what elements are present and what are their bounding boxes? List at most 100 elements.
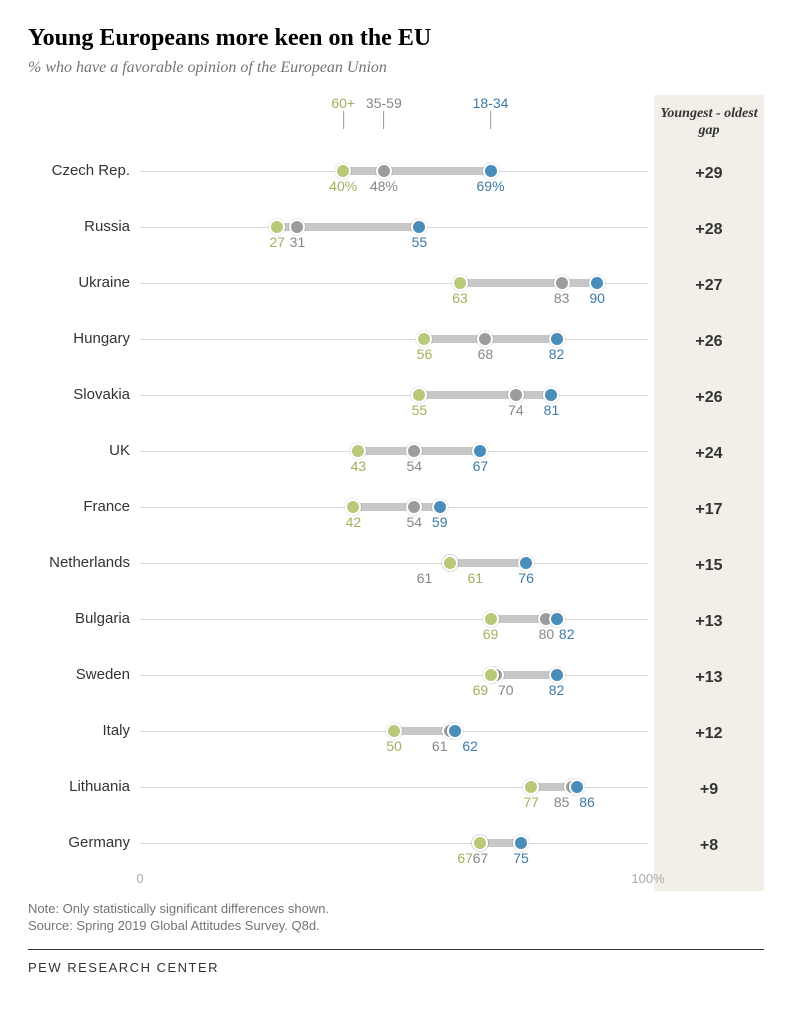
old-dot [416, 331, 432, 347]
country-label: Lithuania [28, 778, 140, 795]
row-plot: 6767 75 [140, 815, 648, 871]
brand: PEW RESEARCH CENTER [28, 960, 764, 975]
legend-item-old: 60+ [331, 95, 355, 129]
chart-title: Young Europeans more keen on the EU [28, 24, 764, 53]
row-plot: 836390 [140, 255, 648, 311]
gap-column: Youngest - oldest gap +29+28+27+26+26+24… [654, 95, 764, 891]
chart-row: Czech Rep.48%40%69%60+35-5918-34 [28, 143, 648, 199]
legend-label: 18-34 [473, 95, 509, 111]
old-dot [483, 667, 499, 683]
young-dot [432, 499, 448, 515]
mid-dot [289, 219, 305, 235]
chart-row: UK 54 43 67 [28, 423, 648, 479]
row-plot: 806982 [140, 591, 648, 647]
young-dot [549, 611, 565, 627]
axis: 0 100% [28, 871, 648, 891]
plot-region: Czech Rep.48%40%69%60+35-5918-34Russia31… [28, 95, 648, 891]
young-value: 59 [432, 514, 448, 530]
young-dot [518, 555, 534, 571]
chart-row: Ukraine836390 [28, 255, 648, 311]
young-value: 62 [462, 738, 478, 754]
young-dot [447, 723, 463, 739]
old-value: 27 [269, 234, 285, 250]
row-plot: 54 43 67 [140, 423, 648, 479]
chart-row: Russia312755 [28, 199, 648, 255]
young-dot [513, 835, 529, 851]
mid-value: 80 [539, 626, 555, 642]
young-value: 75 [513, 850, 529, 866]
gap-value: +9 [654, 762, 764, 818]
mid-value: 54 [407, 514, 423, 530]
old-dot [523, 779, 539, 795]
axis-label-100: 100% [631, 871, 664, 886]
country-label: UK [28, 442, 140, 459]
mid-dot [477, 331, 493, 347]
mid-value: 67 [473, 850, 489, 866]
chart-row: Hungary685682 [28, 311, 648, 367]
row-plot: 857786 [140, 759, 648, 815]
note-text: Note: Only statistically significant dif… [28, 901, 764, 916]
young-value: 76 [518, 570, 534, 586]
chart-row: Lithuania857786 [28, 759, 648, 815]
country-label: Germany [28, 834, 140, 851]
chart-area: Czech Rep.48%40%69%60+35-5918-34Russia31… [28, 95, 764, 891]
young-value: 69% [477, 178, 505, 194]
mid-dot [376, 163, 392, 179]
old-value: 61 [467, 570, 483, 586]
old-value: 67 [457, 850, 473, 866]
mid-value: 61 [417, 570, 433, 586]
row-plot: 48%40%69%60+35-5918-34 [140, 143, 648, 199]
gap-value: +27 [654, 258, 764, 314]
country-label: Czech Rep. [28, 162, 140, 179]
chart-row: Slovakia745581 [28, 367, 648, 423]
gap-value: +13 [654, 594, 764, 650]
country-label: Slovakia [28, 386, 140, 403]
country-label: Hungary [28, 330, 140, 347]
row-plot: 685682 [140, 311, 648, 367]
young-dot [549, 667, 565, 683]
legend-label: 60+ [331, 95, 355, 111]
old-value: 50 [386, 738, 402, 754]
old-value: 43 [351, 458, 367, 474]
old-dot [483, 611, 499, 627]
young-dot [472, 443, 488, 459]
country-label: Sweden [28, 666, 140, 683]
chart-row: Sweden706982 [28, 647, 648, 703]
legend: 60+ 35-59 18-34 [140, 95, 648, 143]
axis-label-0: 0 [136, 871, 143, 886]
mid-value: 61 [432, 738, 448, 754]
young-value: 86 [579, 794, 595, 810]
old-value: 55 [412, 402, 428, 418]
old-dot [345, 499, 361, 515]
chart-row: France544259 [28, 479, 648, 535]
row-plot: 312755 [140, 199, 648, 255]
chart-row: Germany 6767 75 [28, 815, 648, 871]
row-plot: 54 42 59 [140, 479, 648, 535]
gap-value: +28 [654, 202, 764, 258]
gap-value: +26 [654, 370, 764, 426]
young-value: 82 [549, 682, 565, 698]
legend-item-mid: 35-59 [366, 95, 402, 129]
gap-value: +29 [654, 146, 764, 202]
source-text: Source: Spring 2019 Global Attitudes Sur… [28, 918, 764, 933]
old-dot [411, 387, 427, 403]
chart-subtitle: % who have a favorable opinion of the Eu… [28, 59, 764, 77]
legend-label: 35-59 [366, 95, 402, 111]
old-value: 69 [473, 682, 489, 698]
mid-value: 54 [407, 458, 423, 474]
young-value: 67 [473, 458, 489, 474]
mid-value: 85 [554, 794, 570, 810]
old-value: 42 [346, 514, 362, 530]
chart-row: Italy 61 50 62 [28, 703, 648, 759]
young-dot [411, 219, 427, 235]
old-value: 63 [452, 290, 468, 306]
young-dot [589, 275, 605, 291]
country-label: Italy [28, 722, 140, 739]
old-dot [472, 835, 488, 851]
mid-value: 48% [370, 178, 398, 194]
gap-column-header: Youngest - oldest gap [654, 95, 764, 146]
gap-value: +15 [654, 538, 764, 594]
young-value: 55 [412, 234, 428, 250]
row-plot: 61 61 76 [140, 535, 648, 591]
row-plot: 745581 [140, 367, 648, 423]
